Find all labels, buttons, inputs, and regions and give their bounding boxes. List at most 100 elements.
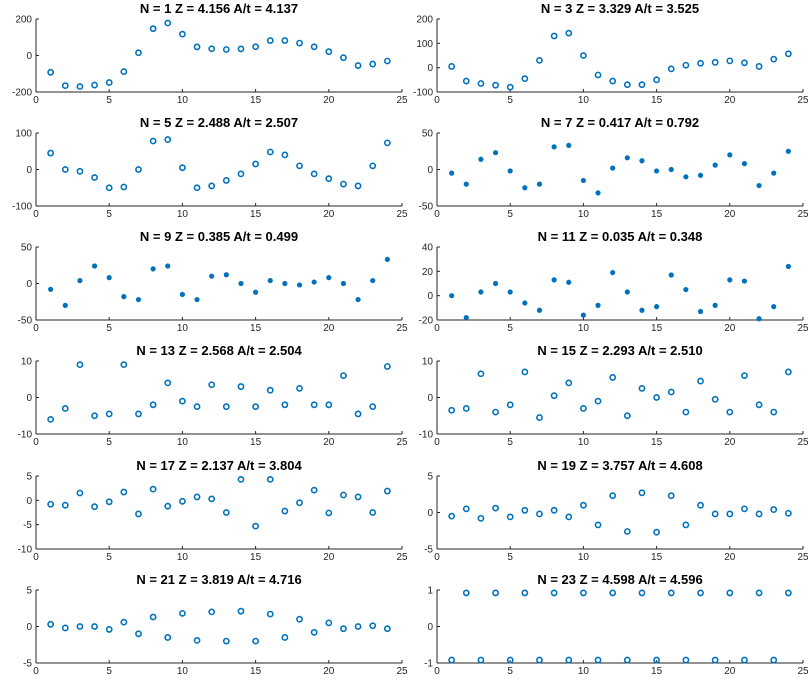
y-tick-label: -5: [23, 520, 32, 531]
x-tick-label: 15: [250, 666, 262, 677]
data-point: [237, 45, 245, 53]
data-point: [135, 166, 142, 173]
data-point: [149, 25, 157, 33]
data-point: [770, 656, 778, 664]
data-point: [266, 610, 274, 618]
data-point: [770, 55, 778, 63]
data-point: [252, 403, 259, 411]
x-tick-label: 25: [797, 666, 808, 677]
x-tick-label: 0: [33, 437, 39, 448]
data-point: [697, 377, 704, 385]
data-point: [565, 656, 573, 664]
y-tick-label: 50: [21, 243, 33, 254]
x-tick-label: 25: [396, 666, 408, 677]
x-tick-label: 25: [396, 95, 408, 106]
data-point: [193, 403, 201, 411]
x-tick-label: 10: [578, 666, 590, 677]
x-tick-label: 20: [323, 552, 335, 563]
x-tick-label: 25: [797, 95, 808, 106]
data-point: [741, 278, 748, 284]
data-point: [784, 368, 792, 376]
data-point: [771, 170, 777, 176]
data-point: [76, 361, 84, 369]
x-tick-label: 10: [578, 209, 590, 220]
y-tick-label: -200: [12, 88, 32, 99]
data-point: [194, 296, 200, 303]
data-point: [105, 79, 113, 86]
y-tick-label: 200: [416, 15, 433, 26]
data-point: [712, 162, 718, 168]
subplot-1: N = 1 Z = 4.156 A/t = 4.137 0 5 10 15 20 25 -20…: [12, 1, 408, 106]
data-point: [105, 184, 113, 192]
data-point: [682, 521, 690, 529]
data-point: [222, 403, 230, 411]
data-point: [711, 510, 719, 518]
data-point: [310, 486, 318, 494]
subplot-title: N = 9 Z = 0.385 A/t = 0.499: [140, 229, 298, 244]
x-tick-label: 15: [651, 437, 663, 448]
data-point: [76, 83, 84, 90]
data-point: [755, 401, 763, 409]
data-point: [121, 294, 127, 300]
data-point: [448, 512, 456, 520]
data-point: [178, 164, 186, 172]
data-point: [149, 137, 157, 145]
data-point: [594, 656, 602, 664]
data-point: [536, 510, 543, 518]
data-point: [682, 408, 690, 416]
data-point: [697, 589, 704, 597]
x-tick-label: 10: [177, 552, 189, 563]
data-point: [623, 412, 631, 420]
data-point: [492, 150, 499, 156]
data-point: [369, 162, 377, 170]
subplot-title: N = 5 Z = 2.488 A/t = 2.507: [140, 115, 298, 130]
y-tick-label: 1: [427, 586, 433, 597]
x-tick-label: 20: [323, 437, 335, 448]
subplot-title: N = 1 Z = 4.156 A/t = 4.137: [140, 1, 298, 16]
data-point: [638, 81, 646, 89]
x-tick-label: 25: [797, 552, 808, 563]
y-tick-label: 50: [422, 129, 434, 140]
data-point: [47, 68, 55, 76]
y-tick-label: 10: [21, 357, 33, 368]
y-tick-label: 0: [26, 165, 32, 176]
data-point: [296, 499, 303, 507]
x-tick-label: 20: [724, 95, 736, 106]
data-point: [492, 408, 499, 416]
data-point: [281, 507, 289, 515]
data-point: [48, 286, 54, 292]
data-point: [536, 656, 543, 664]
y-tick-label: 0: [427, 63, 433, 74]
data-point: [383, 139, 391, 147]
data-point: [164, 634, 172, 641]
data-point: [463, 314, 469, 321]
data-point: [310, 628, 318, 636]
x-tick-label: 20: [323, 95, 335, 106]
x-tick-label: 20: [724, 666, 736, 677]
data-point: [478, 289, 484, 295]
data-point: [667, 388, 675, 396]
data-point: [654, 168, 660, 174]
data-point: [135, 510, 142, 518]
y-tick-label: -20: [419, 316, 434, 327]
data-point: [784, 50, 792, 58]
data-point: [120, 183, 128, 191]
data-point: [521, 75, 529, 83]
y-tick-label: 20: [422, 267, 434, 278]
x-tick-label: 5: [106, 552, 112, 563]
data-point: [712, 302, 718, 308]
data-point: [711, 395, 719, 403]
x-tick-label: 15: [250, 552, 262, 563]
x-tick-label: 5: [507, 666, 513, 677]
data-point: [492, 504, 499, 512]
data-point: [340, 372, 347, 379]
data-point: [462, 405, 470, 412]
data-point: [91, 263, 98, 269]
data-point: [448, 406, 456, 414]
y-tick-label: 5: [427, 472, 433, 483]
data-point: [478, 156, 484, 162]
x-tick-label: 5: [507, 437, 513, 448]
data-point: [209, 273, 215, 279]
data-point: [506, 513, 514, 521]
data-point: [325, 619, 333, 627]
